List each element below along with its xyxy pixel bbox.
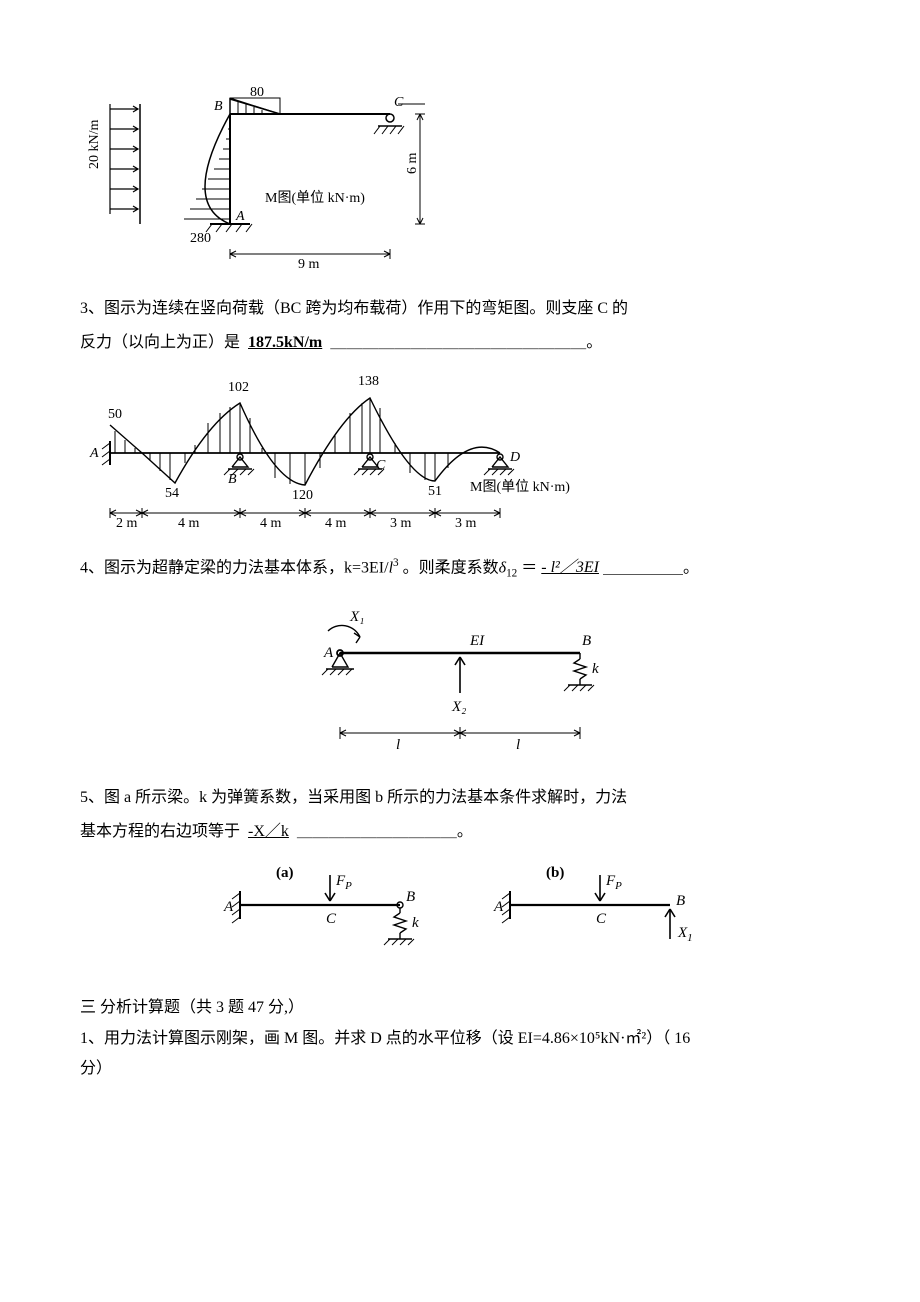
fig1-label-b: B [214,99,223,114]
figure-1-moment-frame: 20 kN/m 80 B C 280 A M图(单位 kN·m) 9 m 6 m [80,84,440,274]
fig3-v50: 50 [108,407,122,422]
fig1-label-a: A [235,209,245,224]
q4-sup: 3 [393,557,399,569]
fig4-l2: l [516,737,520,753]
fig3-d1: 4 m [178,516,200,531]
figure-3-continuous-beam: 50 102 138 54 120 51 A B C D M图(单位 kN·m)… [80,363,580,533]
fig3-v120: 120 [292,488,313,503]
fig1-caption: M图(单位 kN·m) [265,190,365,206]
q3-trail: ＿＿＿＿＿＿＿＿＿＿＿＿＿＿＿＿。 [330,334,602,351]
fig5-b-B: B [676,893,685,909]
fig5-a-Fp: FP [335,873,352,892]
fig5-b-X1: X1 [677,925,693,944]
fig4-l1: l [396,737,400,753]
fig1-width: 9 m [298,257,320,272]
fig3-v138: 138 [358,374,379,389]
q4-dsub: 12 [506,567,517,579]
fig4-x2: X₂ [451,699,466,715]
q4-trail: ＿＿＿＿＿。 [603,559,699,576]
q5-prefix: 基本方程的右边项等于 [80,823,240,840]
fig3-d: D [509,450,520,465]
q3-line1: 3、图示为连续在竖向荷载（BC 跨为均布载荷）作用下的弯矩图。则支座 C 的 [80,294,840,324]
q4-eq: ＝ [521,559,537,576]
fig4-a: A [323,645,334,661]
fig3-b: B [228,472,237,487]
fig4-x1: X₁ [349,609,364,625]
q3-prefix: 反力（以向上为正）是 [80,334,240,351]
fig4-blab: B [582,633,591,649]
q4-a: 4、图示为超静定梁的力法基本体系，k=3EI/ [80,559,389,576]
fig5-a-k: k [412,915,419,931]
fig4-k: k [592,661,599,677]
q5-line2: 基本方程的右边项等于 -X／k ＿＿＿＿＿＿＿＿＿＿。 [80,817,840,847]
fig3-d2: 4 m [260,516,282,531]
fig3-d4: 3 m [390,516,412,531]
fig5-a-B: B [406,889,415,905]
fig5-a-A: A [223,899,234,915]
section-3-q1: 1、用力法计算图示刚架，画 M 图。并求 D 点的水平位移（设 EI=4.86×… [80,1024,840,1054]
fig3-v51: 51 [428,484,442,499]
fig3-v102: 102 [228,380,249,395]
q4-mid: 。则柔度系数 [403,559,499,576]
fig1-val-280: 280 [190,231,211,246]
fig5-alabel: (a) [276,865,294,881]
fig3-a: A [89,446,99,461]
q4-delta: δ [499,559,506,576]
fig5-blabel: (b) [546,865,564,881]
fig1-height: 6 m [405,153,420,175]
q5-answer: -X／k [244,823,293,840]
fig5-a-C: C [326,911,337,927]
q5-trail: ＿＿＿＿＿＿＿＿＿＿。 [297,823,473,840]
section-3-q1b: 分） [80,1054,840,1084]
section-3-title: 三 分析计算题（共 3 题 47 分,） [80,993,840,1023]
q4-answer: - l²／3EI [537,559,603,576]
fig1-val-80: 80 [250,85,264,100]
q5-line1: 5、图 a 所示梁。k 为弹簧系数，当采用图 b 所示的力法基本条件求解时，力法 [80,783,840,813]
fig5-b-A: A [493,899,504,915]
fig5-b-Fp: FP [605,873,622,892]
q3-answer: 187.5kN/m [244,334,326,351]
fig1-label-c: C [394,95,404,110]
fig3-c: C [376,458,386,473]
fig3-d5: 3 m [455,516,477,531]
figure-5-two-beams: (a) (b) A C B k FP A C B FP X1 [180,855,740,965]
fig3-d3: 4 m [325,516,347,531]
q4-line: 4、图示为超静定梁的力法基本体系，k=3EI/l3 。则柔度系数δ12 ＝- l… [80,553,840,585]
fig4-ei: EI [469,633,485,649]
fig3-v54: 54 [165,486,179,501]
q3-line2: 反力（以向上为正）是 187.5kN/m ＿＿＿＿＿＿＿＿＿＿＿＿＿＿＿＿。 [80,328,840,358]
fig3-d0: 2 m [116,516,138,531]
fig3-caption: M图(单位 kN·m) [470,479,570,495]
figure-4-beam-basic-system: X₁ A EI B k X₂ l l [280,593,640,763]
fig1-load-label: 20 kN/m [87,120,102,170]
fig5-b-C: C [596,911,607,927]
